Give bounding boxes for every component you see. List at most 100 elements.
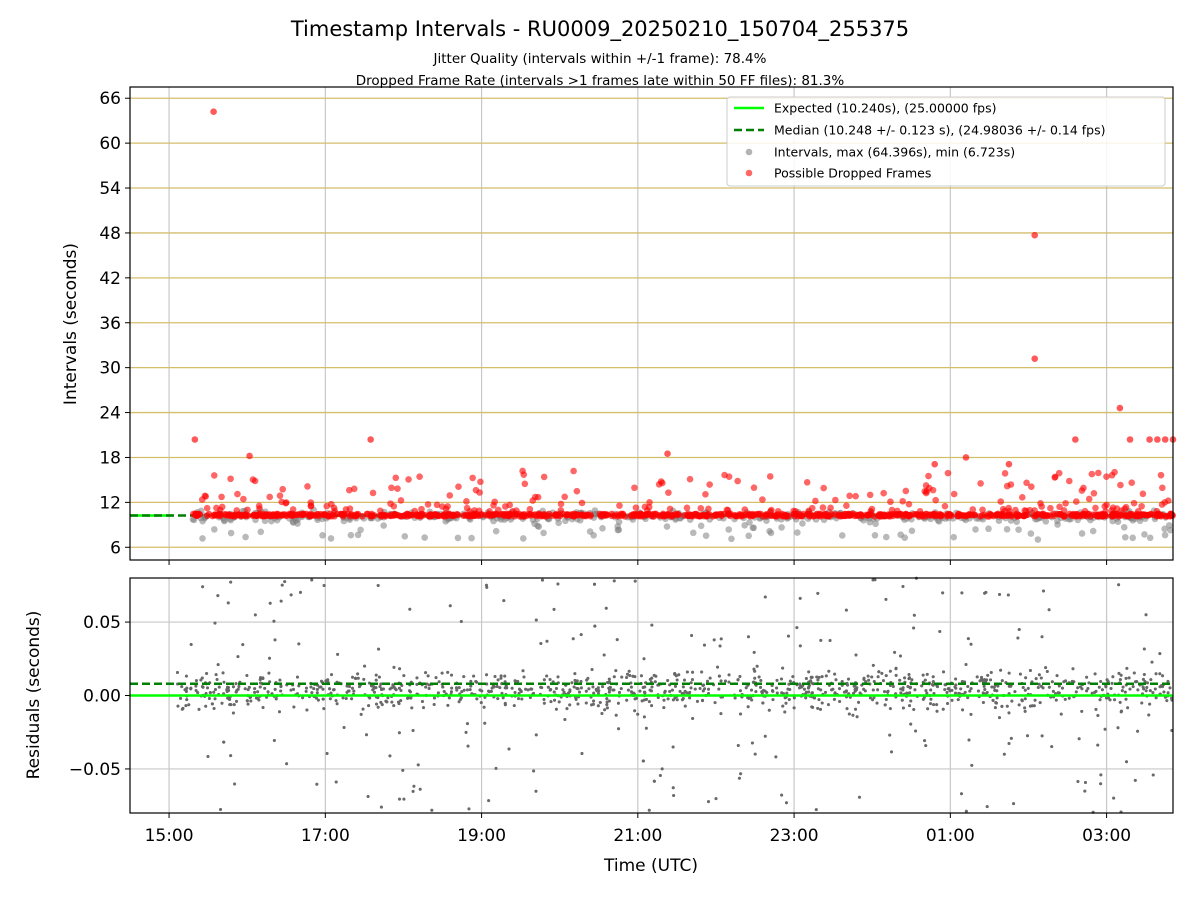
dropped-frame-point <box>1122 503 1130 511</box>
residual-point <box>854 653 858 657</box>
residual-point <box>542 698 546 702</box>
residual-point <box>234 690 238 694</box>
residual-point <box>931 675 935 679</box>
residual-point <box>787 682 791 686</box>
residual-point <box>1142 647 1146 651</box>
intervals-y-tick-label: 30 <box>99 359 121 379</box>
residual-point <box>518 688 522 692</box>
residual-point <box>1143 680 1147 684</box>
residual-point <box>1099 679 1103 683</box>
residual-point <box>545 674 549 678</box>
dropped-frame-point <box>932 496 939 504</box>
residual-point <box>315 782 319 786</box>
residual-point <box>884 697 888 701</box>
residual-point <box>738 675 742 679</box>
residual-point <box>809 675 813 679</box>
interval-point <box>697 522 705 530</box>
residual-point <box>499 674 503 678</box>
residual-point <box>399 689 403 693</box>
residual-point <box>1023 709 1027 713</box>
residual-point <box>708 676 712 680</box>
residual-point <box>1109 686 1113 690</box>
residual-point <box>196 691 200 695</box>
residual-point <box>216 663 220 667</box>
residual-point <box>1057 684 1061 688</box>
residual-point <box>561 688 565 692</box>
residual-point <box>1104 696 1108 700</box>
residual-point <box>231 711 235 715</box>
residual-point <box>616 701 620 705</box>
dropped-frame-point <box>1090 490 1098 497</box>
residual-point <box>554 687 558 691</box>
residual-point <box>1123 690 1127 694</box>
residual-point <box>485 673 489 677</box>
dropped-frame-point <box>608 512 616 520</box>
dropped-frame-point <box>646 499 653 506</box>
residual-point <box>386 696 390 700</box>
residual-point <box>678 689 682 693</box>
residual-point <box>571 637 575 641</box>
residual-point <box>854 707 858 711</box>
residuals-y-ticks: −0.05 0.00 0.05 <box>69 613 130 780</box>
residual-point <box>941 707 945 711</box>
residual-point <box>261 676 265 680</box>
residual-point <box>249 699 253 703</box>
residual-point <box>844 689 848 693</box>
dropped-frame-point <box>494 506 502 514</box>
residual-point <box>929 688 933 692</box>
residual-point <box>964 809 968 813</box>
residual-point <box>484 583 488 587</box>
dropped-frame-point <box>1089 511 1097 518</box>
residual-point <box>1076 779 1080 783</box>
dropped-frame-point <box>244 512 252 520</box>
dropped-frame-point <box>649 510 657 518</box>
chart-title: Timestamp Intervals - RU0009_20250210_15… <box>290 17 909 42</box>
residual-point <box>368 696 372 700</box>
residual-point <box>1017 627 1021 631</box>
residual-point <box>261 706 265 710</box>
dropped-frame-point <box>867 508 874 515</box>
residual-point <box>1153 687 1157 691</box>
residual-point <box>1006 593 1010 597</box>
residual-point <box>607 681 611 685</box>
residual-point <box>1060 686 1064 690</box>
dropped-frame-point <box>602 511 610 518</box>
residual-point <box>826 703 830 707</box>
residual-point <box>328 687 332 691</box>
dropped-frame-point <box>1134 507 1142 515</box>
dropped-frame-point <box>475 507 483 515</box>
residual-point <box>548 678 552 682</box>
dropped-frame-point <box>880 489 887 497</box>
residual-point <box>374 686 378 690</box>
residual-point <box>779 677 783 681</box>
dropped-frame-point <box>803 479 811 486</box>
residual-point <box>702 643 706 647</box>
residual-point <box>201 585 205 589</box>
residual-point <box>924 689 928 693</box>
residual-point <box>930 683 934 687</box>
intervals-y-tick-label: 48 <box>99 224 121 244</box>
residual-point <box>1059 712 1063 716</box>
residual-point <box>279 599 283 603</box>
dropped-frame-point <box>203 504 211 512</box>
residual-point <box>467 807 471 811</box>
residual-point <box>635 696 639 700</box>
residual-point <box>771 698 775 702</box>
dropped-frame-point <box>697 504 705 512</box>
residual-point <box>285 762 289 766</box>
residual-point <box>1087 681 1091 685</box>
residual-point <box>1151 691 1155 695</box>
residual-point <box>512 704 516 708</box>
residual-point <box>396 700 400 704</box>
residual-point <box>329 691 333 695</box>
residual-point <box>1144 689 1148 693</box>
residual-point <box>448 604 452 608</box>
residual-point <box>1037 673 1041 677</box>
residual-point <box>1007 711 1011 715</box>
residual-point <box>871 663 875 667</box>
residual-point <box>289 593 293 597</box>
residual-point <box>672 794 676 798</box>
dropped-frame-point <box>997 512 1004 519</box>
residual-point <box>542 678 546 682</box>
residual-point <box>601 685 605 689</box>
